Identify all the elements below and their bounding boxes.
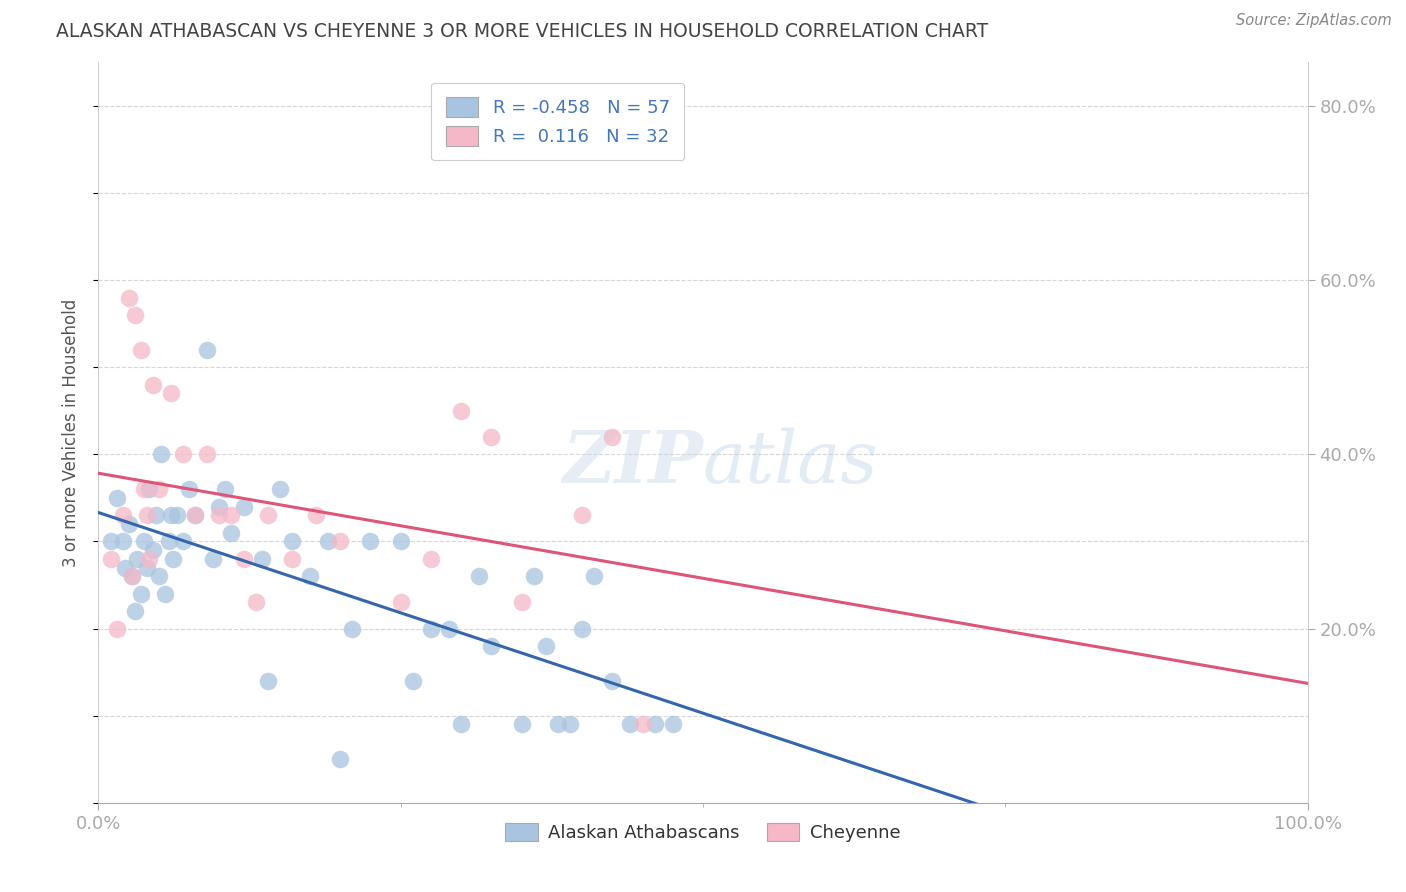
Point (232, 500, 254, 514)
Point (329, 752, 352, 766)
Point (135, 560, 157, 574)
Point (118, 517, 141, 532)
Point (208, 500, 231, 514)
Point (305, 508, 328, 523)
Text: Source: ZipAtlas.com: Source: ZipAtlas.com (1236, 13, 1392, 29)
Point (195, 343, 218, 357)
Point (105, 622, 128, 636)
Point (172, 447, 194, 461)
Point (195, 447, 218, 461)
Point (402, 673, 425, 688)
Point (148, 569, 170, 583)
Point (571, 508, 593, 523)
Point (214, 482, 236, 496)
Point (389, 534, 412, 549)
Point (138, 552, 160, 566)
Point (631, 717, 654, 731)
Point (100, 534, 122, 549)
Point (160, 386, 183, 401)
Point (142, 543, 165, 558)
Point (145, 508, 167, 523)
Point (150, 447, 173, 461)
Point (245, 595, 267, 609)
Text: ALASKAN ATHABASCAN VS CHEYENNE 3 OR MORE VEHICLES IN HOUSEHOLD CORRELATION CHART: ALASKAN ATHABASCAN VS CHEYENNE 3 OR MORE… (56, 22, 988, 41)
Point (281, 534, 304, 549)
Point (534, 639, 557, 653)
Point (124, 604, 146, 618)
Legend: Alaskan Athabascans, Cheyenne: Alaskan Athabascans, Cheyenne (498, 816, 908, 849)
Point (450, 404, 472, 418)
Point (105, 491, 128, 505)
Point (134, 482, 156, 496)
Point (100, 552, 122, 566)
Point (142, 377, 165, 392)
Point (468, 569, 491, 583)
Point (342, 622, 364, 636)
Point (121, 569, 143, 583)
Point (510, 595, 533, 609)
Point (111, 534, 134, 549)
Point (162, 552, 184, 566)
Point (558, 717, 581, 731)
Point (644, 717, 666, 731)
Point (184, 508, 207, 523)
Text: ZIP: ZIP (562, 426, 703, 498)
Point (166, 508, 188, 523)
Point (127, 552, 149, 566)
Point (619, 717, 641, 731)
Point (316, 534, 339, 549)
Point (232, 552, 254, 566)
Point (662, 717, 685, 731)
Point (256, 508, 278, 523)
Point (221, 525, 243, 540)
Point (437, 622, 460, 636)
Point (510, 717, 533, 731)
Point (129, 587, 152, 601)
Text: atlas: atlas (703, 427, 879, 498)
Point (481, 430, 503, 444)
Point (129, 343, 152, 357)
Point (450, 717, 472, 731)
Point (121, 569, 143, 583)
Point (172, 534, 194, 549)
Point (184, 508, 207, 523)
Point (138, 482, 160, 496)
Point (256, 673, 278, 688)
Point (157, 534, 180, 549)
Point (208, 508, 231, 523)
Point (523, 569, 546, 583)
Point (281, 552, 304, 566)
Point (602, 673, 624, 688)
Point (250, 552, 273, 566)
Point (583, 569, 606, 583)
Point (269, 482, 291, 496)
Point (153, 587, 176, 601)
Point (329, 534, 352, 549)
Point (571, 622, 593, 636)
Point (602, 430, 624, 444)
Point (179, 482, 201, 496)
Point (420, 552, 443, 566)
Point (481, 639, 503, 653)
Point (360, 534, 382, 549)
Point (547, 717, 569, 731)
Point (160, 508, 183, 523)
Y-axis label: 3 or more Vehicles in Household: 3 or more Vehicles in Household (62, 299, 80, 566)
Point (111, 508, 134, 523)
Point (299, 569, 322, 583)
Point (148, 482, 170, 496)
Point (221, 508, 243, 523)
Point (134, 534, 156, 549)
Point (118, 291, 141, 305)
Point (124, 308, 146, 322)
Point (202, 552, 225, 566)
Point (420, 622, 443, 636)
Point (389, 595, 412, 609)
Point (114, 560, 136, 574)
Point (135, 508, 157, 523)
